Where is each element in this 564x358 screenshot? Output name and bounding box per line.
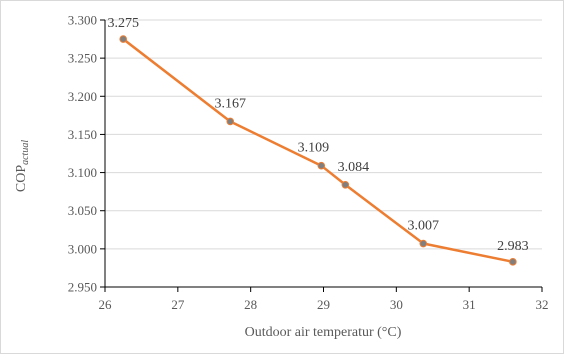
line-chart: 2.950 3.000 3.050 3.100 3.150 3.200 3.250 3.300… [14, 13, 549, 341]
y-tick-label: 3.050 [68, 203, 97, 218]
data-point [317, 161, 326, 170]
y-tick-label: 3.200 [68, 89, 97, 104]
x-axis-title: Outdoor air temperatur (°C) [245, 325, 402, 340]
y-tick-label: 3.150 [68, 127, 97, 142]
data-label: 3.167 [215, 96, 247, 111]
data-labels: 3.275 3.167 3.109 3.084 3.007 2.983 [107, 16, 528, 254]
y-tick-label: 2.950 [68, 280, 97, 295]
x-tick-label: 29 [317, 297, 330, 312]
tick-labels: 2.950 3.000 3.050 3.100 3.150 3.200 3.250 3.300… [68, 13, 549, 313]
gridlines [105, 19, 542, 288]
y-axis-title-subscript: actual [20, 140, 31, 165]
series-layer [119, 35, 517, 266]
x-tick-label: 30 [390, 297, 403, 312]
y-tick-label: 3.100 [68, 165, 97, 180]
x-tick-label: 31 [463, 297, 476, 312]
x-tick-label: 27 [171, 297, 185, 312]
data-label: 3.275 [107, 16, 139, 31]
series-line [122, 38, 514, 264]
data-label: 2.983 [497, 239, 529, 254]
y-axis-title: COPactual [14, 140, 31, 192]
data-point [419, 239, 428, 248]
y-tick-label: 3.250 [68, 51, 97, 66]
data-point [509, 258, 517, 266]
y-tick-label: 3.300 [68, 13, 97, 28]
y-axis-title-main: COP [14, 165, 29, 192]
data-label: 3.109 [298, 141, 330, 156]
axes [100, 19, 543, 292]
x-tick-label: 32 [536, 297, 549, 312]
data-label: 3.007 [408, 219, 440, 234]
data-point [119, 35, 128, 43]
data-label: 3.084 [338, 160, 370, 175]
x-tick-label: 26 [99, 297, 113, 312]
data-point [341, 180, 350, 189]
y-tick-label: 3.000 [68, 241, 97, 256]
data-point [226, 117, 235, 126]
x-tick-label: 28 [244, 297, 257, 312]
